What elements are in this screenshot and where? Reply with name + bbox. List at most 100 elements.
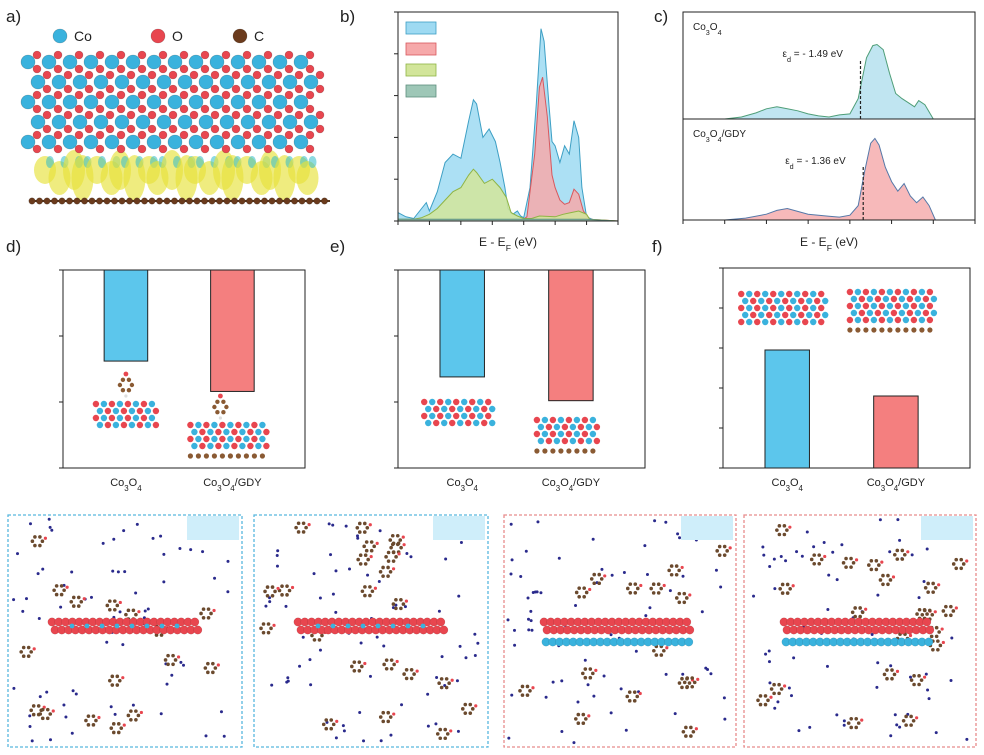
c-atom: [166, 653, 170, 658]
time-badge: [921, 516, 973, 540]
solvent-dot: [870, 632, 874, 636]
c-atom: [235, 453, 241, 459]
co-atom: [758, 311, 765, 319]
solvent-dot: [382, 644, 386, 648]
co-atom: [886, 288, 894, 296]
c-atom: [253, 197, 261, 205]
o-atom: [121, 676, 125, 680]
c-atom: [588, 675, 593, 680]
solvent-dot: [219, 710, 223, 714]
c-atom: [635, 586, 640, 591]
solvent-dot: [308, 658, 312, 662]
c-atom: [115, 603, 120, 608]
c-atom: [581, 671, 585, 676]
c-atom: [817, 561, 822, 566]
c-atom: [298, 197, 306, 205]
co-atom: [207, 442, 214, 450]
c-atom: [662, 648, 666, 653]
c-atom: [954, 557, 959, 562]
solvent-dot: [329, 553, 333, 557]
o-atom: [200, 50, 210, 60]
c-atom: [94, 718, 98, 723]
o-atom: [210, 124, 220, 134]
c-atom: [126, 387, 132, 393]
subscript: d: [790, 162, 794, 171]
organic-molecule: [356, 553, 373, 566]
o-atom: [32, 144, 42, 154]
c-atom: [874, 558, 879, 563]
solvent-dot: [12, 598, 16, 602]
c-atom: [881, 573, 885, 578]
co-atom: [810, 290, 817, 298]
co-atom: [742, 311, 749, 319]
o-atom: [126, 70, 136, 80]
c-atom: [520, 684, 525, 689]
c-atom: [203, 453, 209, 459]
c-atom: [850, 610, 855, 615]
c-atom: [223, 197, 231, 205]
h-atom: [218, 416, 222, 420]
c-atom: [778, 586, 782, 591]
c-atom: [26, 645, 31, 650]
text-span: Co: [203, 477, 217, 489]
co-atom: [261, 114, 277, 130]
organic-molecule: [126, 709, 143, 722]
co-atom: [251, 134, 267, 150]
co-atom: [230, 54, 246, 70]
c-atom: [919, 327, 925, 333]
subscript: 3: [706, 135, 710, 144]
md-panel-4: [743, 514, 977, 748]
co-atom: [589, 430, 597, 438]
c-atom: [76, 595, 81, 600]
o-atom: [363, 661, 367, 666]
solvent-dot: [344, 524, 348, 528]
c-atom: [33, 543, 37, 548]
organic-molecule: [84, 714, 101, 727]
c-atom: [401, 602, 406, 606]
c-atom: [212, 404, 217, 410]
solvent-dot: [28, 522, 32, 526]
co-atom: [330, 623, 336, 629]
o-atom: [137, 50, 147, 60]
c-atom: [788, 586, 792, 591]
solvent-dot: [510, 558, 514, 562]
co-atom: [144, 421, 152, 429]
co-atom: [293, 94, 309, 110]
co-atom: [445, 398, 452, 406]
c-atom: [35, 197, 43, 205]
o-atom: [190, 617, 200, 627]
c-atom: [763, 694, 768, 698]
c-atom: [892, 552, 897, 557]
o-atom: [32, 104, 42, 114]
c-atom: [923, 585, 928, 590]
solvent-dot: [624, 728, 628, 732]
c-atom: [627, 699, 632, 703]
co-atom: [259, 435, 266, 443]
c-atom: [73, 197, 81, 205]
o-atom: [105, 124, 115, 134]
co-atom: [125, 94, 141, 110]
solvent-dot: [309, 683, 313, 687]
c-atom: [635, 694, 640, 699]
c-atom: [384, 667, 389, 671]
c-atom: [21, 645, 26, 650]
c-atom: [111, 197, 119, 205]
c-atom: [81, 197, 89, 205]
c-atom: [76, 604, 81, 608]
c-atom: [912, 674, 916, 678]
co3o4-gdy-slab-inset: [533, 416, 601, 454]
organic-molecule: [951, 557, 969, 571]
c-atom: [178, 197, 186, 205]
solvent-dot: [673, 712, 677, 716]
c-atom: [934, 625, 939, 630]
o-atom: [74, 50, 84, 60]
o-atom: [136, 421, 144, 429]
o-atom: [53, 104, 63, 114]
c-atom: [888, 578, 893, 582]
c-atom: [129, 382, 135, 388]
solvent-dot: [779, 554, 783, 558]
solvent-dot: [101, 541, 105, 545]
o-atom: [219, 421, 226, 429]
solvent-dot: [752, 594, 756, 598]
co-atom: [93, 74, 109, 90]
